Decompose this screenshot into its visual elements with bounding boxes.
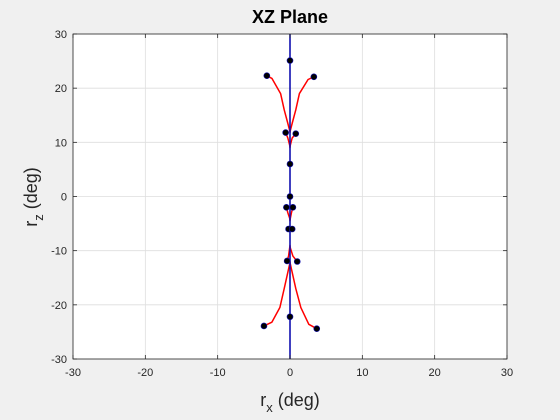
y-tick-label: 20: [55, 83, 67, 95]
y-tick-label: -10: [51, 246, 67, 258]
x-tick-labels: -30 -20 -10 0 10 20 30: [65, 367, 513, 379]
data-point: [310, 73, 318, 81]
y-axis-label-unit: (deg): [21, 167, 41, 214]
data-points: [260, 57, 321, 332]
x-tick-label: 10: [356, 367, 368, 379]
x-tick-label: -30: [65, 367, 81, 379]
x-axis-label: rx (deg): [260, 390, 320, 415]
data-point: [286, 57, 294, 64]
y-tick-labels: -30 -20 -10 0 10 20 30: [51, 29, 67, 366]
data-point: [292, 130, 300, 137]
x-tick-label: 30: [501, 367, 513, 379]
data-point: [289, 204, 297, 211]
data-point: [263, 72, 271, 80]
data-point: [260, 322, 268, 330]
data-point: [288, 225, 296, 233]
x-tick-label: -20: [137, 367, 153, 379]
y-axis-label-base: r: [21, 221, 41, 227]
y-tick-label: 30: [55, 29, 67, 41]
y-tick-label: -30: [51, 354, 67, 366]
chart-title: XZ Plane: [252, 7, 328, 27]
x-axis-label-base: r: [260, 390, 266, 410]
data-point: [293, 258, 301, 265]
data-point: [286, 313, 294, 321]
x-axis-label-unit: (deg): [273, 390, 320, 410]
data-point: [286, 160, 294, 168]
y-tick-label: 0: [61, 192, 67, 204]
data-point: [282, 129, 289, 136]
x-tick-label: 20: [429, 367, 441, 379]
x-axis-label-subscript: x: [266, 400, 273, 415]
y-axis-label-subscript: z: [31, 214, 46, 221]
data-point: [286, 193, 294, 200]
data-point: [283, 257, 291, 265]
x-tick-label: -10: [210, 367, 226, 379]
data-point: [283, 204, 290, 211]
x-tick-label: 0: [287, 367, 293, 379]
y-axis-label: rz (deg): [21, 167, 46, 227]
y-tick-label: -20: [51, 300, 67, 312]
data-point: [313, 325, 321, 332]
y-tick-label: 10: [55, 137, 67, 149]
tick-marks: [72, 33, 508, 360]
